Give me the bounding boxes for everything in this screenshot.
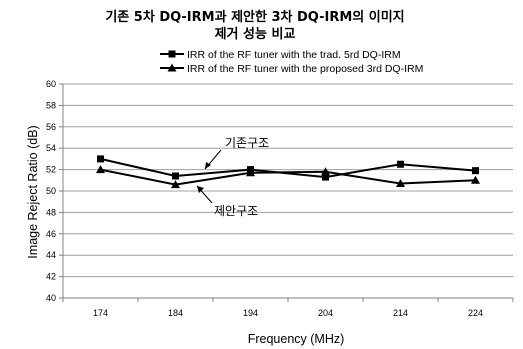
series-2-point-214	[396, 179, 405, 188]
legend-label-1: IRR of the RF tuner with the trad. 5rd D…	[187, 49, 401, 61]
series-2-point-224	[471, 175, 480, 184]
annotation-arrowhead-2	[197, 186, 204, 193]
x-tick-label-224: 224	[468, 308, 483, 318]
series-1-point-174	[97, 155, 104, 163]
x-tick-labels: 174 184 194 204 214 224	[62, 298, 514, 318]
y-axis-label: Image Reject Ratio (dB)	[26, 125, 40, 258]
y-tick-label-60: 60	[46, 79, 56, 89]
series-2-point-194	[246, 168, 255, 177]
x-tick-label-184: 184	[168, 308, 183, 318]
legend-marker-2	[167, 63, 177, 72]
legend-label-2: IRR of the RF tuner with the proposed 3r…	[187, 63, 423, 75]
y-tick-label-40: 40	[46, 293, 56, 303]
y-tick-label-50: 50	[46, 186, 56, 196]
chart-title-line2: 제거 성능 비교	[215, 27, 296, 42]
legend-marker-1	[168, 50, 176, 58]
series-line-1	[100, 157, 476, 179]
y-tick-labels: 40 42 44 46 48 50 52 54 56 58 60	[46, 79, 56, 303]
series-1-point-204	[322, 173, 329, 181]
chart-title-line1: 기존 5차 DQ-IRM과 제안한 3차 DQ-IRM의 이미지	[105, 9, 404, 25]
legend: IRR of the RF tuner with the trad. 5rd D…	[160, 49, 423, 75]
series-2-point-174	[96, 165, 105, 174]
annotation-series-2: 제안구조	[214, 204, 258, 218]
y-tick-label-56: 56	[46, 122, 56, 132]
y-tick-label-52: 52	[46, 165, 56, 175]
x-tick-label-204: 204	[318, 308, 333, 318]
series-line-2	[100, 168, 476, 186]
series-1-point-184	[172, 172, 179, 180]
grid	[59, 83, 513, 299]
x-axis-label: Frequency (MHz)	[248, 332, 345, 346]
annotation-arrowhead-1	[205, 162, 211, 169]
series-2-point-184	[171, 180, 180, 189]
y-tick-label-44: 44	[46, 250, 56, 260]
y-tick-label-54: 54	[46, 143, 56, 153]
series-1-point-224	[472, 167, 479, 175]
x-tick-label-214: 214	[393, 308, 408, 318]
series-1-point-214	[397, 160, 404, 168]
y-tick-label-58: 58	[46, 100, 56, 110]
series-group	[96, 155, 480, 189]
series-2-point-204	[321, 167, 330, 176]
y-tick-label-48: 48	[46, 207, 56, 217]
x-tick-label-174: 174	[93, 308, 108, 318]
annotation-series-1: 기존구조	[225, 136, 269, 150]
y-tick-label-46: 46	[46, 229, 56, 239]
y-tick-label-42: 42	[46, 272, 56, 282]
x-tick-label-194: 194	[243, 308, 258, 318]
